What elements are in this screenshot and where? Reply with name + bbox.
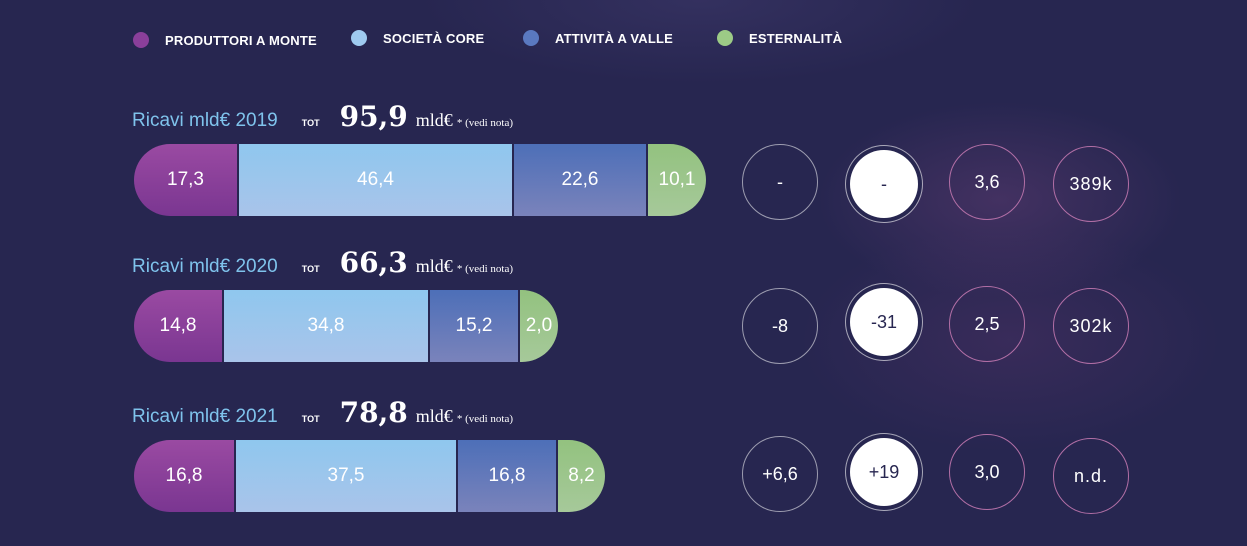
- bar-segment-esternalita-2021: 8,2: [556, 440, 605, 512]
- legend-item-produttori: PRODUTTORI A MONTE: [133, 32, 317, 48]
- circle-indicator-4-2019: 389k: [1053, 146, 1129, 222]
- bar-segment-societa-core-2019: 46,4: [237, 144, 512, 216]
- tot-note-2020: * (vedi nota): [456, 263, 514, 275]
- tot-unit-2019: mld€: [415, 110, 453, 130]
- tot-note-2021: * (vedi nota): [456, 413, 514, 425]
- legend-item-attivita-valle: ATTIVITÀ A VALLE: [523, 30, 673, 46]
- circle-indicator-1-2021: +6,6: [742, 436, 818, 512]
- circle-indicator-4-2020: 302k: [1053, 288, 1129, 364]
- stacked-bar-2020: 14,8 34,8 15,2 2,0: [134, 290, 558, 362]
- ricavi-label-2020: Ricavi mld€ 2020: [132, 256, 278, 277]
- legend-dot-attivita-valle: [523, 30, 539, 46]
- legend-dot-produttori: [133, 32, 149, 48]
- bar-segment-produttori-2020: 14,8: [134, 290, 222, 362]
- legend-label-produttori: PRODUTTORI A MONTE: [165, 32, 317, 48]
- tot-unit-2021: mld€: [415, 406, 453, 426]
- tot-value-2019: 95,9: [339, 100, 408, 133]
- bar-segment-produttori-2021: 16,8: [134, 440, 234, 512]
- bar-segment-attivita-valle-2019: 22,6: [512, 144, 646, 216]
- bar-segment-societa-core-2021: 37,5: [234, 440, 456, 512]
- tot-unit-2020: mld€: [415, 256, 453, 276]
- row-title-2020: Ricavi mld€ 2020 TOT 66,3 mld€ * (vedi n…: [132, 246, 513, 279]
- legend-label-attivita-valle: ATTIVITÀ A VALLE: [555, 30, 674, 46]
- bar-segment-attivita-valle-2021: 16,8: [456, 440, 556, 512]
- bar-segment-esternalita-2020: 2,0: [518, 290, 558, 362]
- tot-label-2020: TOT: [301, 264, 320, 274]
- ricavi-label-2021: Ricavi mld€ 2021: [132, 406, 278, 427]
- row-title-2021: Ricavi mld€ 2021 TOT 78,8 mld€ * (vedi n…: [132, 396, 513, 429]
- circle-indicator-4-2021: n.d.: [1053, 438, 1129, 514]
- stacked-bar-2021: 16,8 37,5 16,8 8,2: [134, 440, 605, 512]
- legend-item-societa-core: SOCIETÀ CORE: [351, 30, 484, 46]
- ricavi-label-2019: Ricavi mld€ 2019: [132, 110, 278, 131]
- legend-dot-esternalita: [717, 30, 733, 46]
- circle-indicator-3-2019: 3,6: [949, 144, 1025, 220]
- legend-dot-societa-core: [351, 30, 367, 46]
- circle-indicator-1-2020: -8: [742, 288, 818, 364]
- stacked-bar-2019: 17,3 46,4 22,6 10,1: [134, 144, 706, 216]
- tot-value-2021: 78,8: [339, 396, 408, 429]
- bar-segment-attivita-valle-2020: 15,2: [428, 290, 518, 362]
- circle-indicator-1-2019: -: [742, 144, 818, 220]
- legend-item-esternalita: ESTERNALITÀ: [717, 30, 842, 46]
- tot-value-2020: 66,3: [339, 246, 408, 279]
- bar-segment-produttori-2019: 17,3: [134, 144, 237, 216]
- tot-label-2021: TOT: [301, 414, 320, 424]
- row-title-2019: Ricavi mld€ 2019 TOT 95,9 mld€ * (vedi n…: [132, 100, 513, 133]
- bar-segment-esternalita-2019: 10,1: [646, 144, 706, 216]
- legend-label-societa-core: SOCIETÀ CORE: [383, 30, 485, 46]
- circle-indicator-2-2020: -31: [850, 288, 918, 356]
- bar-segment-societa-core-2020: 34,8: [222, 290, 428, 362]
- circle-indicator-2-2021: +19: [850, 438, 918, 506]
- circle-indicator-2-2019: -: [850, 150, 918, 218]
- circle-indicator-3-2020: 2,5: [949, 286, 1025, 362]
- legend-label-esternalita: ESTERNALITÀ: [749, 30, 843, 46]
- tot-label-2019: TOT: [301, 118, 320, 128]
- tot-note-2019: * (vedi nota): [456, 117, 514, 129]
- circle-indicator-3-2021: 3,0: [949, 434, 1025, 510]
